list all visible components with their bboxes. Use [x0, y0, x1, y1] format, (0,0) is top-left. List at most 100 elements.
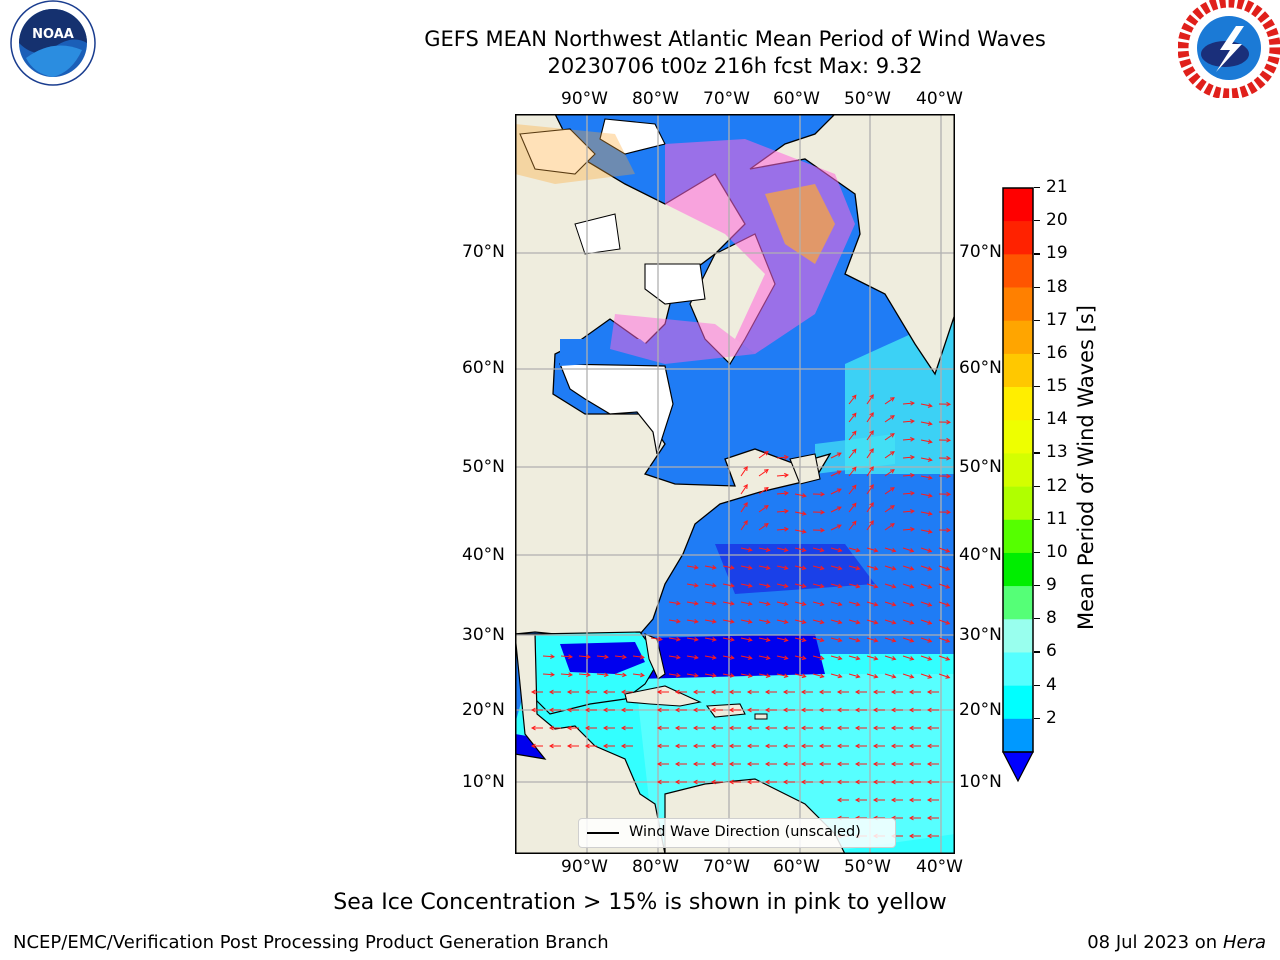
wind-wave-arrow	[920, 547, 932, 553]
wind-wave-arrowhead	[837, 583, 843, 589]
colorbar-tick-mark	[1034, 286, 1040, 288]
wind-wave-arrowhead	[747, 619, 753, 624]
wind-wave-arrow	[740, 619, 752, 623]
wind-wave-arrowhead	[818, 761, 824, 767]
footer-host: Hera	[1222, 932, 1266, 953]
wind-wave-arrow	[704, 637, 716, 641]
wind-wave-arrow	[686, 655, 698, 659]
wind-wave-arrowhead	[854, 761, 860, 767]
wind-wave-arrow	[938, 583, 950, 589]
colorbar-tick-mark	[1034, 187, 1040, 189]
wind-wave-arrowhead	[837, 655, 843, 661]
wind-wave-arrowhead	[909, 602, 915, 607]
wind-wave-arrow	[938, 547, 950, 553]
wind-wave-arrowhead	[692, 725, 698, 731]
wind-wave-arrow	[902, 637, 914, 642]
wind-wave-arrowhead	[873, 547, 879, 553]
wind-wave-arrowhead	[747, 565, 753, 570]
wind-wave-arrowhead	[763, 523, 769, 528]
wind-wave-arrowhead	[800, 743, 806, 749]
wind-wave-arrow	[776, 456, 788, 459]
wind-wave-arrow	[794, 619, 806, 624]
wind-wave-arrowhead	[765, 565, 771, 570]
wind-wave-arrowhead	[908, 743, 914, 749]
wind-wave-arrowhead	[800, 707, 806, 713]
wind-wave-arrow	[866, 673, 878, 678]
wind-wave-arrowhead	[782, 761, 788, 767]
wind-wave-arrowhead	[890, 469, 895, 474]
wind-wave-arrowhead	[946, 491, 952, 497]
colorbar-tick-mark	[1034, 585, 1040, 587]
wind-wave-arrow	[848, 673, 860, 678]
wind-wave-arrowhead	[872, 761, 878, 767]
wind-wave-arrowhead	[927, 457, 933, 462]
wind-wave-arrowhead	[819, 637, 825, 643]
wind-wave-arrow	[884, 415, 895, 423]
colorbar-tick-mark	[1034, 386, 1040, 388]
wind-wave-arrow	[848, 601, 860, 606]
wind-wave-arrow	[650, 637, 662, 641]
wind-wave-arrow	[848, 565, 860, 570]
wind-wave-arrowhead	[729, 619, 735, 624]
wind-wave-arrow	[848, 547, 860, 552]
wind-wave-arrowhead	[851, 430, 857, 436]
wind-wave-arrow	[902, 474, 915, 477]
wind-wave-arrowhead	[890, 797, 896, 803]
wind-wave-arrowhead	[872, 725, 878, 731]
colorbar-tick-label: 14	[1046, 409, 1068, 430]
wind-wave-arrow	[920, 673, 932, 679]
lat-label-right: 60°N	[959, 358, 1002, 378]
wind-wave-arrowhead	[743, 484, 748, 489]
wind-wave-arrow	[686, 619, 698, 623]
wind-wave-arrowhead	[818, 725, 824, 731]
wind-wave-arrow	[866, 466, 874, 477]
wind-wave-arrowhead	[783, 673, 789, 679]
lon-label-bottom: 80°W	[632, 857, 679, 877]
wind-wave-arrow	[848, 467, 857, 477]
wind-wave-arrowhead	[851, 412, 857, 418]
wind-wave-arrow	[776, 528, 788, 531]
wind-wave-arrowhead	[837, 637, 843, 643]
wind-wave-arrow	[758, 583, 770, 587]
wind-wave-arrow	[866, 565, 878, 570]
wind-wave-arrowhead	[586, 672, 591, 678]
wind-wave-arrow	[902, 420, 915, 423]
wind-wave-arrow	[704, 583, 716, 587]
colorbar-tick-label: 15	[1046, 376, 1068, 397]
wind-wave-arrowhead	[908, 689, 914, 695]
wind-wave-arrowhead	[782, 689, 788, 695]
wind-wave-arrowhead	[550, 672, 556, 677]
colorbar-swatch	[1003, 586, 1033, 620]
wind-wave-arrow	[776, 637, 788, 641]
wind-wave-arrow	[740, 502, 748, 513]
lon-label-top: 80°W	[632, 89, 679, 109]
wind-wave-arrow	[830, 637, 842, 642]
wind-wave-arrow	[848, 655, 860, 660]
wind-wave-arrowhead	[710, 689, 716, 695]
colorbar-swatch	[1003, 486, 1033, 521]
wind-wave-arrowhead	[674, 743, 680, 749]
wind-wave-arrow	[776, 583, 788, 587]
wind-wave-arrow	[848, 449, 857, 459]
wind-wave-arrowhead	[639, 672, 645, 678]
wind-wave-arrowhead	[801, 565, 807, 571]
wind-wave-arrow	[848, 395, 857, 405]
wind-wave-arrowhead	[818, 743, 824, 749]
wind-wave-arrowhead	[872, 689, 878, 695]
wind-wave-arrowhead	[746, 707, 752, 713]
wind-wave-arrow	[740, 565, 752, 569]
wind-wave-arrowhead	[763, 451, 769, 456]
wind-wave-arrowhead	[836, 488, 842, 493]
wind-wave-arrowhead	[530, 689, 536, 695]
wind-wave-arrow	[722, 619, 734, 623]
wind-wave-arrow	[812, 637, 824, 642]
wind-wave-arrowhead	[710, 761, 716, 767]
wind-wave-arrowhead	[711, 619, 717, 624]
wind-wave-arrow	[830, 470, 842, 477]
wind-wave-arrowhead	[946, 527, 952, 533]
wind-wave-arrowhead	[819, 655, 825, 661]
wind-wave-arrow	[920, 439, 932, 443]
wind-wave-arrow	[884, 469, 895, 477]
wind-wave-arrowhead	[674, 779, 680, 785]
wind-wave-arrowhead	[909, 620, 915, 625]
